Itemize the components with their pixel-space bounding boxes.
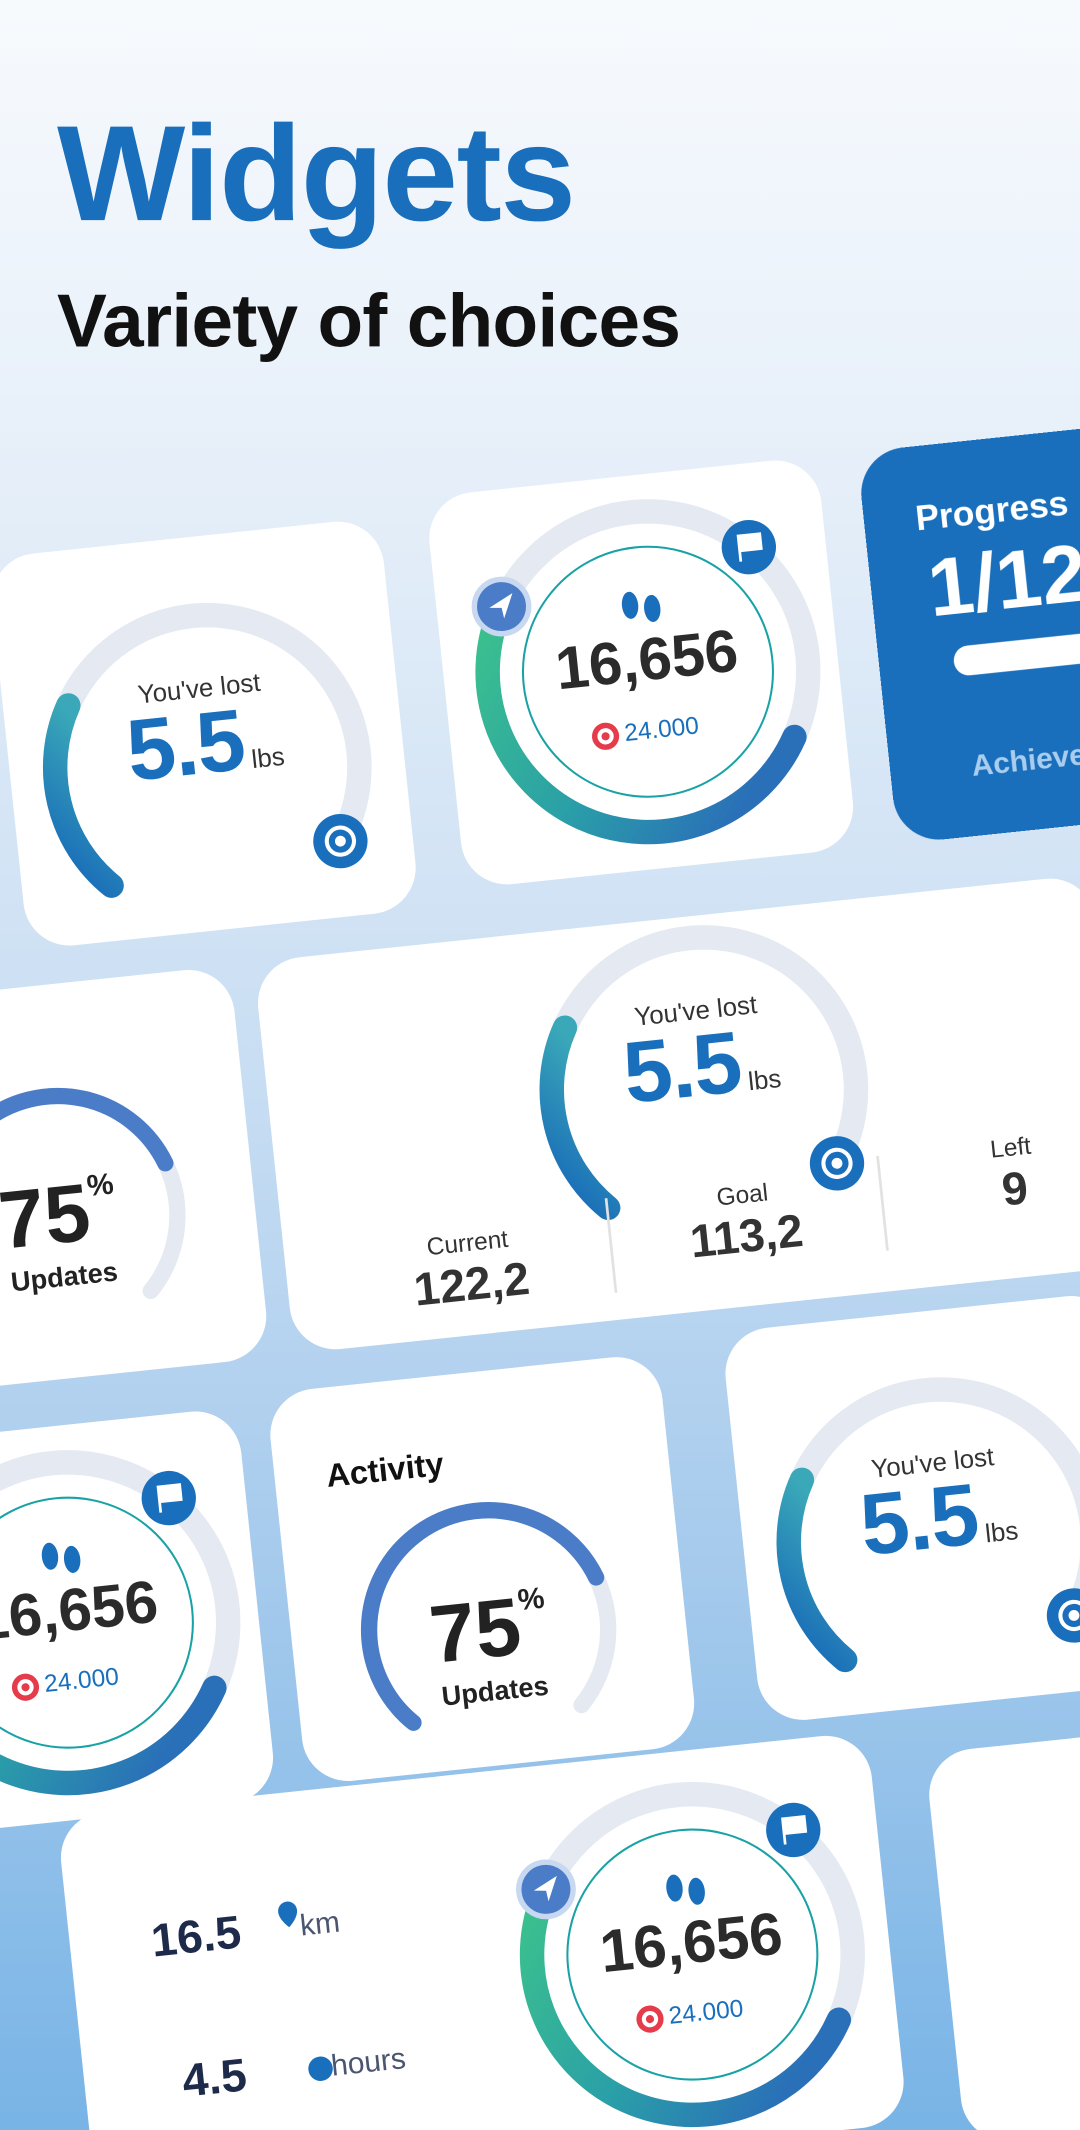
nav-icon bbox=[489, 593, 513, 619]
widget-card: You've lost 5.5 lbs bbox=[720, 1291, 1080, 1725]
widget-card: 75% Updates Activity bbox=[265, 1352, 699, 1786]
ring-track bbox=[533, 1782, 865, 2032]
ring-fill bbox=[519, 1877, 852, 2128]
widget-card bbox=[924, 1712, 1080, 2130]
ring-track bbox=[0, 1450, 241, 1701]
widget-card: You've lost 5.5 lbs Current 122,2 Goal 113,2 L… bbox=[253, 874, 1080, 1354]
badge-dot bbox=[1068, 1610, 1080, 1621]
ring-fill bbox=[0, 1545, 227, 1796]
lost-unit: lbs bbox=[746, 1065, 783, 1098]
inner-ring bbox=[0, 1496, 194, 1749]
widget-card: Progress 1/12 Achievements bbox=[856, 411, 1080, 845]
inner-ring bbox=[566, 1828, 819, 2081]
lost-value: 5.5 bbox=[618, 1012, 746, 1123]
flag-icon bbox=[781, 1815, 808, 1845]
progress-bar bbox=[953, 606, 1080, 676]
footprint bbox=[621, 591, 639, 619]
distance-value: 16.5 bbox=[148, 1906, 244, 1968]
gauge-fill bbox=[776, 1467, 858, 1673]
gauge-fill bbox=[360, 1502, 605, 1731]
page-title: Widgets bbox=[57, 97, 576, 250]
badge-icon bbox=[1058, 1599, 1080, 1632]
widget-graphics bbox=[925, 1713, 1080, 2130]
badge-icon bbox=[821, 1147, 853, 1179]
lost-unit: lbs bbox=[983, 1517, 1020, 1550]
stat-divider bbox=[604, 1198, 618, 1293]
page-subtitle: Variety of choices bbox=[57, 278, 681, 363]
ring-fill bbox=[475, 594, 807, 845]
gauge-fill bbox=[539, 1015, 621, 1221]
widget-card: 75% Updates bbox=[0, 965, 271, 1399]
widget-graphics bbox=[471, 499, 821, 845]
widget-graphics bbox=[0, 1450, 241, 1796]
widget-card: 16,656 24.000 bbox=[0, 1406, 278, 1840]
pin-icon bbox=[278, 1901, 298, 1928]
footprint bbox=[666, 1874, 683, 1902]
footprint bbox=[644, 594, 661, 622]
target-inner bbox=[645, 2015, 655, 2024]
widget-card: You've lost 5.5 lbs bbox=[0, 517, 421, 951]
lost-unit: lbs bbox=[250, 743, 287, 775]
widget-graphics bbox=[953, 606, 1080, 676]
lost-value: 5.5 bbox=[855, 1464, 983, 1575]
stat-divider bbox=[876, 1155, 889, 1251]
progress-value: 1/12 bbox=[923, 527, 1080, 635]
footprint bbox=[41, 1542, 59, 1570]
distance-value: 4.5 bbox=[179, 2049, 250, 2108]
badge-dot bbox=[334, 835, 346, 847]
flag-icon bbox=[156, 1483, 183, 1513]
widget-graphics bbox=[360, 1502, 617, 1731]
ring-track bbox=[489, 499, 821, 750]
widget-graphics bbox=[0, 1087, 186, 1317]
flag-icon bbox=[736, 532, 763, 562]
footprint bbox=[63, 1545, 81, 1573]
activity-unit: % bbox=[515, 1580, 546, 1618]
inner-ring bbox=[521, 545, 774, 798]
activity-value: 75 bbox=[425, 1580, 526, 1681]
widget-graphics bbox=[42, 602, 372, 898]
footprint bbox=[688, 1877, 705, 1905]
widget-card: 16,656 24.000 16.5 km 4.5 hours bbox=[56, 1731, 909, 2130]
widget-graphics bbox=[776, 1377, 1080, 1673]
badge-dot bbox=[831, 1157, 843, 1169]
activity-value: 75 bbox=[0, 1166, 95, 1267]
activity-unit: % bbox=[85, 1166, 116, 1203]
target-inner bbox=[21, 1683, 30, 1692]
widget-graphics bbox=[539, 925, 889, 1293]
gauge-fill bbox=[0, 1087, 174, 1317]
gauge-fill bbox=[42, 693, 124, 898]
lost-value: 5.5 bbox=[122, 690, 249, 800]
clock-icon bbox=[308, 2056, 333, 2081]
widget-graphics bbox=[278, 1782, 865, 2128]
widget-card: 16,656 24.000 bbox=[424, 455, 858, 889]
badge-icon bbox=[324, 825, 357, 857]
distance-unit: km bbox=[298, 1904, 342, 1943]
nav-icon bbox=[533, 1875, 557, 1902]
target-inner bbox=[601, 732, 610, 741]
